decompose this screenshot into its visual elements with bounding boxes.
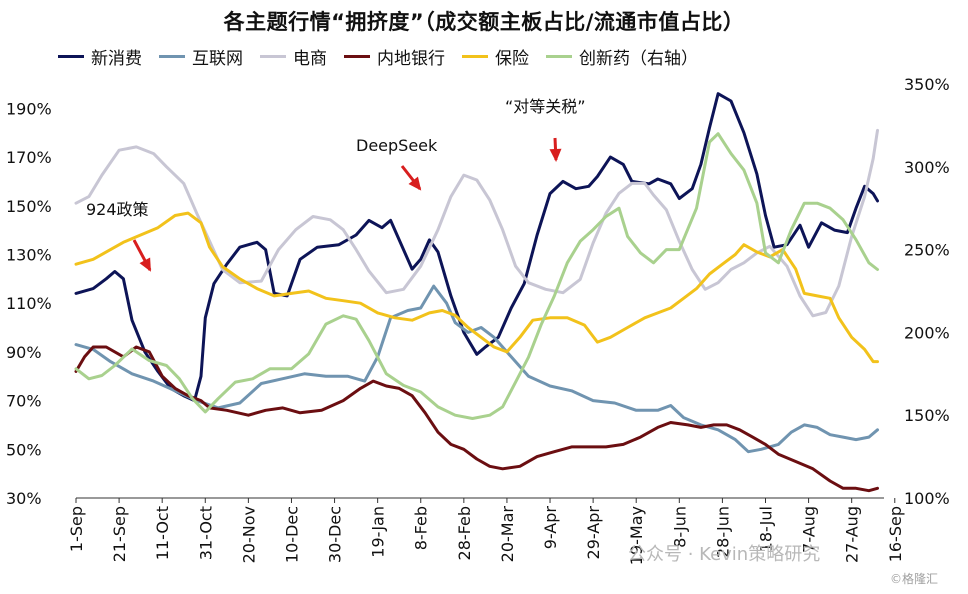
legend-swatch xyxy=(260,55,286,58)
legend-swatch xyxy=(344,55,370,58)
x-tick-label: 8-Feb xyxy=(412,506,431,550)
y-left-tick-label: 170% xyxy=(6,148,52,167)
y-left-tick-label: 190% xyxy=(6,99,52,118)
y-right-tick-label: 300% xyxy=(904,158,950,177)
legend-item-ecommerce: 电商 xyxy=(260,44,327,69)
x-tick-label: 10-Dec xyxy=(282,506,301,563)
legend-item-insurance: 保险 xyxy=(462,44,529,69)
x-tick-label: 11-Oct xyxy=(153,506,172,560)
y-right-tick-label: 150% xyxy=(904,406,950,425)
y-left-tick-label: 150% xyxy=(6,197,52,216)
y-right-tick-label: 100% xyxy=(904,489,950,508)
legend-label: 内地银行 xyxy=(377,49,445,69)
y-right-tick-label: 250% xyxy=(904,241,950,260)
x-tick-label: 8-Jun xyxy=(670,506,689,548)
x-tick-label: 7-Aug xyxy=(800,506,819,553)
x-tick-label: 28-Jun xyxy=(713,506,732,558)
legend-item-new-consumption: 新消费 xyxy=(58,44,142,69)
watermark: 公众号 · Kevin策略研究 xyxy=(628,544,821,565)
x-tick-label: 19-May xyxy=(627,506,646,565)
legend-swatch xyxy=(546,55,572,58)
series-line-innovative-drugs xyxy=(74,132,879,420)
chart-title: 各主题行情“拥挤度”（成交额主板占比/流通市值占比） xyxy=(223,10,745,34)
x-tick-label: 16-Sep xyxy=(886,506,905,562)
x-tick-label: 27-Aug xyxy=(843,506,862,563)
annotation-deepseek: DeepSeek xyxy=(356,136,438,155)
y-right-tick-label: 350% xyxy=(904,75,950,94)
x-tick-label: 1-Sep xyxy=(67,506,86,552)
chart-legend: 新消费 互联网 电商 内地银行 保险 创新药（右轴） xyxy=(58,44,698,69)
annotation-reciprocal-tariff: “对等关税” xyxy=(505,97,586,116)
legend-swatch xyxy=(58,55,84,58)
y-right-tick-label: 200% xyxy=(904,323,950,342)
x-tick-label: 30-Dec xyxy=(326,506,345,563)
y-left-tick-label: 70% xyxy=(6,392,42,411)
legend-swatch xyxy=(462,55,488,58)
series-line-internet xyxy=(74,284,879,454)
legend-label: 创新药（右轴） xyxy=(579,49,698,69)
annotation-arrow-head xyxy=(408,176,422,191)
y-left-tick-label: 90% xyxy=(6,343,42,362)
y-left-tick-label: 130% xyxy=(6,245,52,264)
legend-label: 新消费 xyxy=(91,49,142,69)
legend-item-innovative-drugs: 创新药（右轴） xyxy=(546,44,698,69)
legend-item-internet: 互联网 xyxy=(159,44,243,69)
x-tick-label: 29-Apr xyxy=(584,506,603,560)
y-left-tick-label: 50% xyxy=(6,440,42,459)
legend-label: 保险 xyxy=(495,49,529,69)
x-tick-label: 28-Feb xyxy=(455,506,474,560)
x-tick-label: 20-Nov xyxy=(239,506,258,563)
x-tick-label: 9-Apr xyxy=(541,506,560,550)
legend-label: 电商 xyxy=(293,49,327,69)
x-tick-label: 20-Mar xyxy=(498,506,517,563)
y-left-tick-label: 30% xyxy=(6,489,42,508)
series-line-new-consumption xyxy=(74,92,879,403)
legend-swatch xyxy=(159,55,185,58)
x-tick-label: 31-Oct xyxy=(196,506,215,560)
series-line-ecommerce xyxy=(74,128,879,318)
annotation-arrow-head xyxy=(549,148,562,162)
x-tick-label: 21-Sep xyxy=(110,506,129,562)
corner-logo: ©格隆汇 xyxy=(890,572,939,586)
annotation-arrow-head xyxy=(139,257,151,272)
x-tick-label: 18-Jul xyxy=(756,506,775,552)
x-tick-label: 19-Jan xyxy=(369,506,388,558)
legend-label: 互联网 xyxy=(192,49,243,69)
series-line-insurance xyxy=(74,211,879,364)
y-left-tick-label: 110% xyxy=(6,294,52,313)
legend-item-domestic-banks: 内地银行 xyxy=(344,44,445,69)
annotation-924-policy: 924政策 xyxy=(86,200,149,219)
